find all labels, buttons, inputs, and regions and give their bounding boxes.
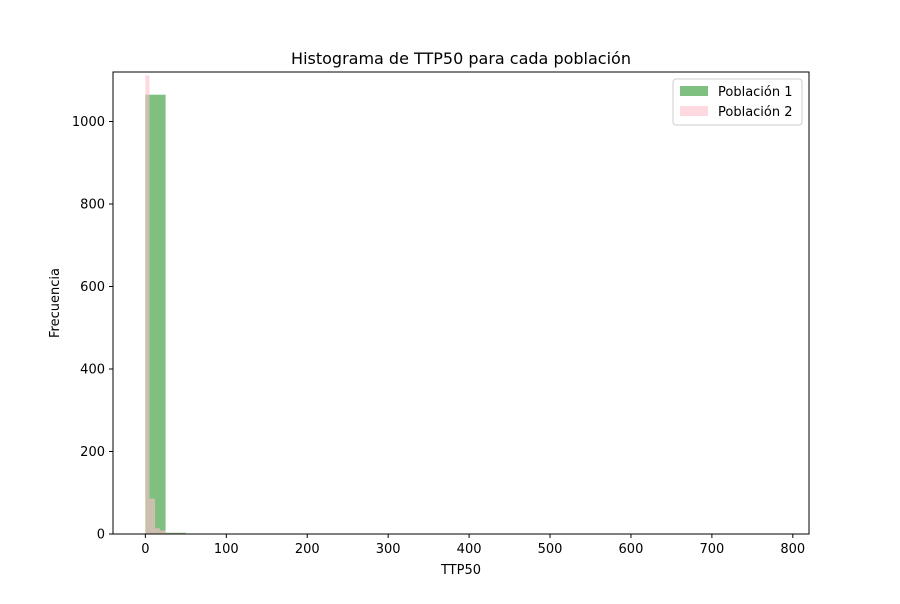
- y-tick-label: 0: [97, 528, 105, 543]
- legend-swatch-poblacion-1: [680, 86, 708, 96]
- x-tick-label: 400: [457, 542, 482, 557]
- legend-swatch-poblacion-2: [680, 106, 708, 116]
- y-axis-label: Frecuencia: [48, 268, 63, 338]
- x-tick-label: 0: [141, 542, 149, 557]
- y-tick-label: 200: [80, 445, 105, 460]
- histogram-bar: [145, 75, 149, 534]
- x-tick-label: 800: [780, 542, 805, 557]
- x-tick-label: 300: [376, 542, 401, 557]
- y-tick-label: 400: [80, 363, 105, 378]
- y-tick-label: 800: [80, 198, 105, 213]
- y-tick-label: 600: [80, 280, 105, 295]
- x-tick-label: 500: [538, 542, 563, 557]
- legend: Población 1 Población 2: [673, 79, 802, 125]
- x-tick-label: 100: [214, 542, 239, 557]
- x-tick-label: 700: [699, 542, 724, 557]
- chart-title: Histograma de TTP50 para cada población: [291, 49, 631, 68]
- x-axis-label: TTP50: [440, 563, 481, 578]
- legend-label-poblacion-1: Población 1: [718, 85, 793, 100]
- histogram-bar: [155, 528, 160, 534]
- histogram-bar: [149, 95, 165, 534]
- y-tick-label: 1000: [72, 115, 105, 130]
- legend-label-poblacion-2: Población 2: [718, 105, 793, 120]
- histogram-bar: [149, 499, 155, 534]
- x-tick-label: 200: [295, 542, 320, 557]
- histogram-bar: [160, 530, 166, 534]
- x-tick-label: 600: [619, 542, 644, 557]
